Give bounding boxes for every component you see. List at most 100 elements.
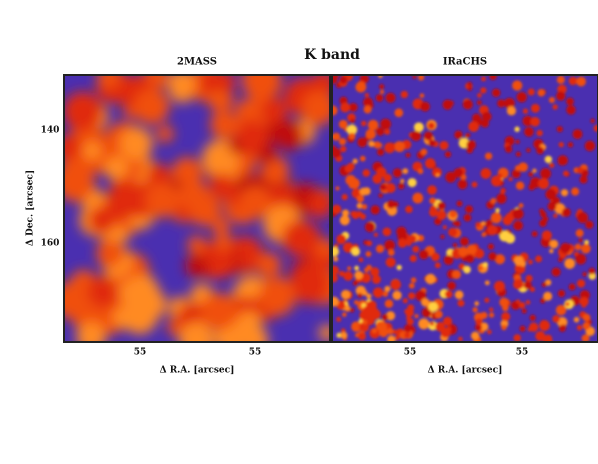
image-blob <box>502 215 513 226</box>
image-blob <box>332 105 338 116</box>
y-label: Δ Dec. [arcsec] <box>26 170 36 246</box>
image-blob <box>513 220 523 231</box>
image-blob <box>467 86 473 91</box>
image-blob <box>484 280 490 286</box>
image-blob <box>96 239 124 268</box>
image-blob <box>576 167 584 174</box>
image-blob <box>578 238 583 243</box>
image-blob <box>445 171 457 183</box>
image-blob <box>504 145 513 153</box>
image-blob <box>470 331 480 341</box>
image-blob <box>344 164 354 173</box>
image-blob <box>214 233 233 252</box>
image-blob <box>474 248 485 259</box>
image-blob <box>379 84 385 90</box>
image-blob <box>475 318 483 326</box>
image-blob <box>454 220 461 227</box>
image-blob <box>527 88 535 96</box>
image-blob <box>463 213 472 222</box>
image-blob <box>429 207 439 217</box>
image-blob <box>361 203 368 210</box>
image-blob <box>360 213 366 220</box>
image-blob <box>398 182 405 190</box>
image-blob <box>588 267 596 275</box>
image-blob <box>451 269 461 279</box>
image-blob <box>491 175 502 187</box>
image-blob <box>582 272 587 277</box>
image-blob <box>358 332 366 341</box>
image-blob <box>576 279 586 288</box>
image-blob <box>456 200 463 207</box>
image-blob <box>133 88 170 125</box>
image-blob <box>454 290 464 300</box>
image-blob <box>378 193 383 198</box>
image-blob <box>348 181 356 189</box>
image-blob <box>427 122 435 130</box>
image-blob <box>187 235 207 255</box>
image-blob <box>352 158 358 164</box>
image-blob <box>351 247 360 257</box>
image-blob <box>495 208 500 213</box>
image-blob <box>566 97 574 106</box>
image-blob <box>504 233 516 244</box>
image-blob <box>556 126 563 133</box>
image-blob <box>64 166 75 185</box>
image-blob <box>494 280 505 292</box>
image-blob <box>332 132 341 141</box>
image-blob <box>462 99 473 110</box>
image-blob <box>418 318 430 330</box>
image-blob <box>515 139 520 144</box>
image-blob <box>87 275 120 308</box>
image-blob <box>447 100 454 107</box>
image-blob <box>478 265 483 271</box>
panel-title: IRaCHS <box>443 57 487 68</box>
image-blob <box>481 76 486 82</box>
image-blob <box>315 238 330 258</box>
image-blob <box>453 168 464 178</box>
panel-frame <box>331 74 598 343</box>
image-blob <box>514 165 521 171</box>
image-blob <box>585 220 594 229</box>
image-blob <box>408 282 415 289</box>
image-blob <box>239 247 259 268</box>
image-blob <box>500 188 506 194</box>
image-blob <box>342 209 350 217</box>
image-blob <box>519 325 526 332</box>
image-blob <box>480 87 487 94</box>
image-blob <box>340 102 351 113</box>
image-blob <box>410 130 422 142</box>
image-blob <box>352 280 358 286</box>
image-blob <box>384 239 396 251</box>
image-blob <box>405 152 411 158</box>
image-blob <box>364 267 370 273</box>
image-blob <box>412 245 420 253</box>
image-blob <box>361 120 367 127</box>
image-blob <box>417 75 425 81</box>
image-blob <box>429 321 435 326</box>
image-blob <box>476 100 482 106</box>
image-blob <box>541 230 552 241</box>
image-blob <box>584 140 596 152</box>
image-blob <box>236 119 268 151</box>
image-blob <box>529 322 539 332</box>
image-blob <box>414 314 419 319</box>
image-blob <box>332 204 342 215</box>
image-blob <box>466 244 477 255</box>
image-blob <box>487 243 494 250</box>
image-blob <box>581 243 591 254</box>
image-blob <box>540 168 552 180</box>
image-blob <box>471 181 478 188</box>
image-blob <box>156 125 174 143</box>
image-blob <box>396 264 402 271</box>
image-blob <box>501 312 511 322</box>
image-blob <box>419 93 425 98</box>
image-blob <box>573 316 580 323</box>
image-blob <box>531 230 538 237</box>
image-blob <box>367 119 379 131</box>
image-blob <box>539 208 545 214</box>
image-blob <box>558 141 564 148</box>
image-blob <box>408 292 416 300</box>
image-blob <box>332 246 339 257</box>
image-blob <box>458 246 469 257</box>
